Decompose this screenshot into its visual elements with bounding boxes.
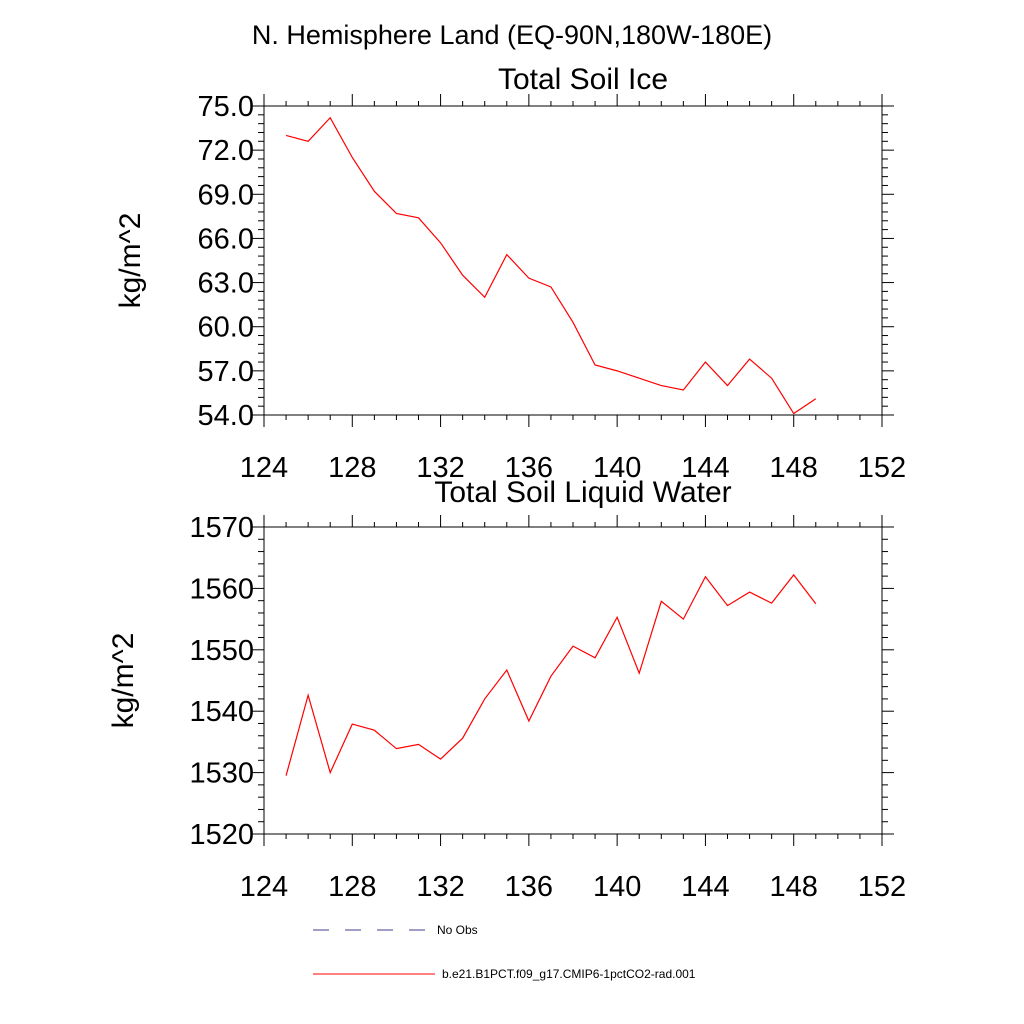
x-tick-label: 124: [240, 871, 288, 903]
x-tick-label: 132: [416, 871, 464, 903]
y-tick-label: 63.0: [198, 268, 254, 300]
y-tick-label: 54.0: [198, 400, 254, 432]
x-tick-label: 144: [681, 871, 729, 903]
y-tick-label: 60.0: [198, 312, 254, 344]
y-tick-label: 69.0: [198, 179, 254, 211]
x-tick-label: 128: [328, 871, 376, 903]
y-tick-label: 1550: [189, 635, 254, 667]
x-tick-label: 148: [770, 871, 818, 903]
plot-frame: [263, 105, 883, 416]
panel-total-soil-ice: Total Soil Ice 124 128 132 136 140 144 148 152 54…: [114, 63, 906, 484]
series-line: [285, 116, 817, 415]
legend: No Obs b.e21.B1PCT.f09_g17.CMIP6-1pctCO2…: [313, 923, 696, 981]
y-tick-label: 1520: [189, 819, 254, 851]
x-tick-label: 140: [593, 871, 641, 903]
x-tick-label: 124: [240, 452, 288, 484]
x-tick-label: 152: [858, 871, 906, 903]
figure-title: N. Hemisphere Land (EQ-90N,180W-180E): [252, 20, 772, 50]
y-tick-label: 1540: [189, 696, 254, 728]
series-line: [285, 573, 817, 776]
y-tick-label: 72.0: [198, 135, 254, 167]
y-tick-label: 1560: [189, 573, 254, 605]
y-tick-label: 66.0: [198, 223, 254, 255]
y-tick-label: 1570: [189, 512, 254, 544]
panel-title: Total Soil Liquid Water: [434, 476, 731, 509]
y-axis-label: kg/m^2: [107, 633, 140, 729]
y-tick-label: 1530: [189, 758, 254, 790]
y-tick-label: 57.0: [198, 356, 254, 388]
y-tick-label: 75.0: [198, 91, 254, 123]
x-tick-label: 148: [770, 452, 818, 484]
x-tick-label: 140: [593, 452, 641, 484]
x-tick-label: 128: [328, 452, 376, 484]
legend-model-label: b.e21.B1PCT.f09_g17.CMIP6-1pctCO2-rad.00…: [442, 967, 696, 981]
x-tick-label: 132: [416, 452, 464, 484]
y-axis-label: kg/m^2: [114, 213, 147, 309]
plot-frame: [263, 526, 883, 835]
x-tick-label: 136: [505, 452, 553, 484]
x-tick-label: 144: [681, 452, 729, 484]
x-tick-label: 136: [505, 871, 553, 903]
legend-obs-label: No Obs: [437, 923, 478, 937]
panel-title: Total Soil Ice: [498, 63, 668, 96]
x-tick-label: 152: [858, 452, 906, 484]
panel-total-soil-liquid-water: Total Soil Liquid Water 124 128 132 136 140 14…: [107, 476, 906, 903]
